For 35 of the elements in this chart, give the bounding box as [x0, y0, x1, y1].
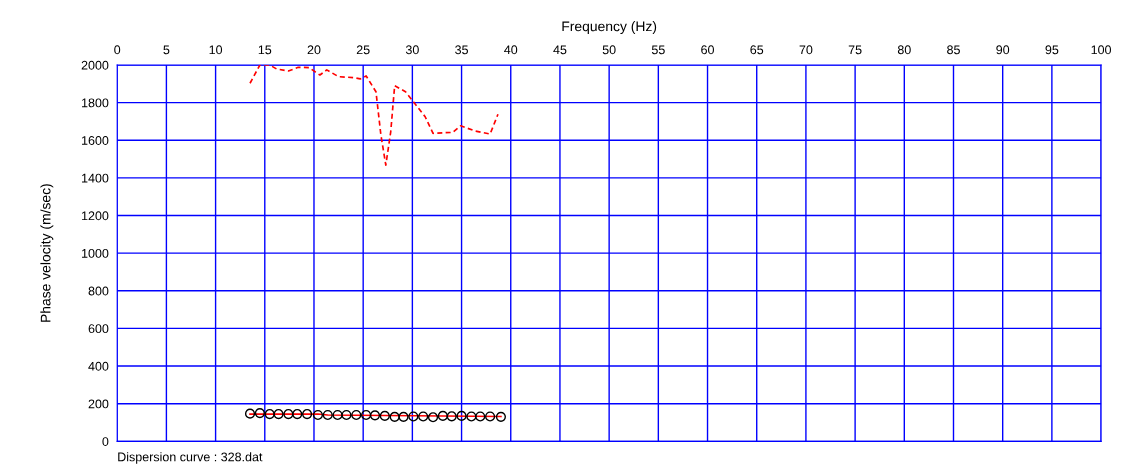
x-tick-label: 95 — [1045, 45, 1059, 55]
x-tick-label: 25 — [356, 45, 370, 55]
y-tick-label: 0 — [102, 437, 109, 446]
x-tick-label: 55 — [651, 45, 665, 55]
x-tick-label: 50 — [602, 45, 616, 55]
x-tick-label: 40 — [504, 45, 518, 55]
text: Dispersion curve : 328.dat — [118, 452, 263, 464]
y-tick-label: 600 — [88, 324, 109, 334]
y-tick-label: 2000 — [81, 60, 109, 70]
x-tick-label: 0 — [114, 45, 121, 55]
x-tick-label: 45 — [553, 45, 567, 55]
x-tick-label: 75 — [848, 45, 862, 55]
y-tick-label: 1400 — [82, 173, 109, 183]
x-tick-label: 100 — [1091, 45, 1112, 55]
y-tick-label: 1000 — [82, 248, 109, 258]
x-tick-label: 20 — [307, 45, 321, 55]
y-tick-label: 200 — [88, 399, 109, 409]
x-tick-label: 60 — [701, 45, 714, 55]
y-tick-label: 1600 — [82, 136, 109, 145]
x-axis-title: Frequency (Hz) — [562, 21, 657, 35]
x-tick-label: 65 — [750, 45, 764, 55]
x-tick-label: 15 — [258, 45, 272, 55]
x-tick-label: 30 — [405, 45, 419, 55]
y-tick-label: 1800 — [82, 98, 109, 108]
y-tick-label: 1200 — [82, 211, 109, 221]
y-tick-label: 800 — [88, 286, 109, 296]
x-tick-label: 5 — [163, 45, 170, 55]
x-tick-label: 85 — [947, 45, 960, 55]
x-tick-label: 35 — [455, 45, 468, 55]
x-tick-label: 90 — [996, 45, 1010, 55]
y-axis-title: Phase velocity (m/sec) — [40, 184, 54, 322]
x-tick-label: 70 — [799, 45, 813, 55]
x-tick-label: 10 — [209, 45, 223, 55]
x-tick-label: 80 — [897, 45, 911, 55]
y-tick-label: 400 — [88, 361, 109, 371]
